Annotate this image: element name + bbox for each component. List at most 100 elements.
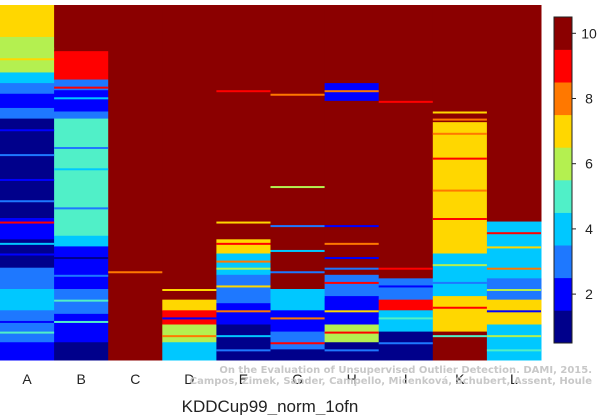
heat-line-B-11: [54, 86, 109, 89]
heat-line-A-6: [0, 221, 55, 224]
heat-line-B-12: [54, 97, 109, 100]
colorbar-swatch-10: [554, 17, 572, 50]
heat-cell-A-2: [0, 72, 55, 84]
heat-line-D-22: [162, 317, 217, 320]
colorbar-swatch-4: [554, 212, 572, 246]
heat-line-L-71: [486, 349, 541, 352]
heat-cell-K-0: [432, 5, 488, 123]
heat-cell-A-5: [0, 107, 55, 120]
heat-line-H-42: [324, 225, 379, 228]
heat-line-H-48: [324, 331, 379, 334]
heat-line-K-60: [432, 218, 487, 220]
heat-cell-A-4: [0, 93, 55, 109]
heat-line-E-31: [216, 335, 271, 338]
colorbar-swatch-7: [554, 114, 572, 148]
heat-cell-E-4: [216, 303, 271, 325]
heat-line-L-70: [486, 335, 541, 338]
heat-cell-A-3: [0, 83, 55, 95]
heat-line-H-43: [324, 242, 379, 245]
heat-line-L-66: [486, 246, 541, 249]
heat-line-E-24: [216, 90, 271, 93]
heat-cell-H-6: [324, 342, 380, 361]
heat-line-C-20: [108, 271, 163, 274]
heat-line-B-17: [54, 274, 109, 277]
heat-line-H-44: [324, 257, 379, 260]
heat-cell-H-3: [324, 274, 380, 297]
heat-cell-B-5: [54, 118, 109, 237]
heat-cell-A-0: [0, 5, 55, 38]
heat-line-L-69: [486, 310, 541, 313]
heat-line-I-53: [378, 317, 433, 320]
heat-cell-E-2: [216, 253, 271, 276]
colorbar-tick-label-4: 4: [585, 221, 593, 237]
heat-cell-K-1: [432, 122, 488, 255]
heat-line-K-63: [432, 306, 487, 309]
colorbar-tick-label-2: 2: [585, 286, 593, 302]
heat-cell-B-10: [54, 342, 109, 361]
colorbar-swatch-9: [554, 49, 572, 83]
x-tick-label-E: E: [239, 371, 248, 387]
heat-cell-G-0: [270, 5, 326, 226]
heat-line-K-55: [432, 111, 487, 114]
heat-cell-D-0: [162, 5, 217, 301]
heat-line-B-19: [54, 320, 109, 323]
heat-cell-L-1: [486, 221, 542, 279]
x-tick-label-K: K: [455, 371, 465, 387]
heat-line-L-67: [486, 267, 541, 270]
heat-cell-B-6: [54, 235, 109, 247]
heat-line-D-23: [162, 335, 217, 338]
colorbar-swatch-3: [554, 245, 572, 279]
heat-line-B-15: [54, 207, 109, 210]
heat-cell-E-5: [216, 324, 271, 361]
heat-line-E-27: [216, 260, 271, 263]
heat-cell-G-5: [270, 349, 326, 361]
heat-line-G-39: [270, 317, 325, 320]
heat-cell-L-0: [486, 5, 542, 223]
heat-line-I-52: [378, 285, 433, 288]
x-tick-label-C: C: [130, 371, 140, 387]
heat-cell-G-2: [270, 289, 326, 311]
heat-line-E-25: [216, 221, 271, 224]
colorbar-tick-label-6: 6: [585, 156, 593, 172]
heat-cell-H-1: [324, 83, 380, 102]
credit-line-1: On the Evaluation of Unsupervised Outlie…: [219, 365, 592, 376]
heat-line-A-2: [0, 129, 55, 132]
heat-cell-A-1: [0, 36, 55, 73]
heat-line-A-3: [0, 154, 55, 157]
heat-cell-L-3: [486, 299, 542, 325]
colorbar-swatch-1: [554, 310, 572, 344]
x-tick-label-I: I: [404, 371, 408, 387]
colorbar: [553, 16, 573, 344]
heat-cell-A-10: [0, 289, 55, 311]
colorbar-swatch-8: [554, 82, 572, 116]
colorbar-swatch-2: [554, 277, 572, 311]
heat-cell-A-9: [0, 267, 55, 290]
heat-line-A-8: [0, 253, 55, 256]
x-tick-label-H: H: [347, 371, 357, 387]
heat-line-H-46: [324, 281, 379, 284]
heat-line-L-65: [486, 232, 541, 235]
x-tick-label-B: B: [76, 371, 85, 387]
heat-cell-B-2: [54, 79, 109, 91]
heat-cell-I-3: [378, 310, 434, 333]
heat-line-G-33: [270, 93, 325, 96]
heat-line-G-37: [270, 271, 325, 274]
heat-cell-E-1: [216, 239, 271, 254]
colorbar-tick-label-10: 10: [581, 25, 597, 41]
heat-cell-B-8: [54, 289, 109, 315]
heat-line-A-4: [0, 178, 55, 181]
heat-cell-I-4: [378, 331, 434, 361]
heat-cell-B-3: [54, 90, 109, 112]
heat-line-G-34: [270, 186, 325, 189]
heat-cell-K-3: [432, 296, 488, 333]
colorbar-swatch-5: [554, 180, 572, 213]
colorbar-ticks: 2 4 6 8 10: [572, 25, 597, 302]
heat-line-G-36: [270, 249, 325, 252]
heat-cell-E-0: [216, 5, 271, 240]
heat-line-A-0: [0, 47, 55, 50]
heat-cell-C-0: [108, 5, 163, 361]
heat-line-I-54: [378, 342, 433, 345]
heat-line-L-68: [486, 289, 541, 291]
heatmap-plot-area: [0, 5, 542, 361]
heat-line-E-30: [216, 310, 271, 313]
